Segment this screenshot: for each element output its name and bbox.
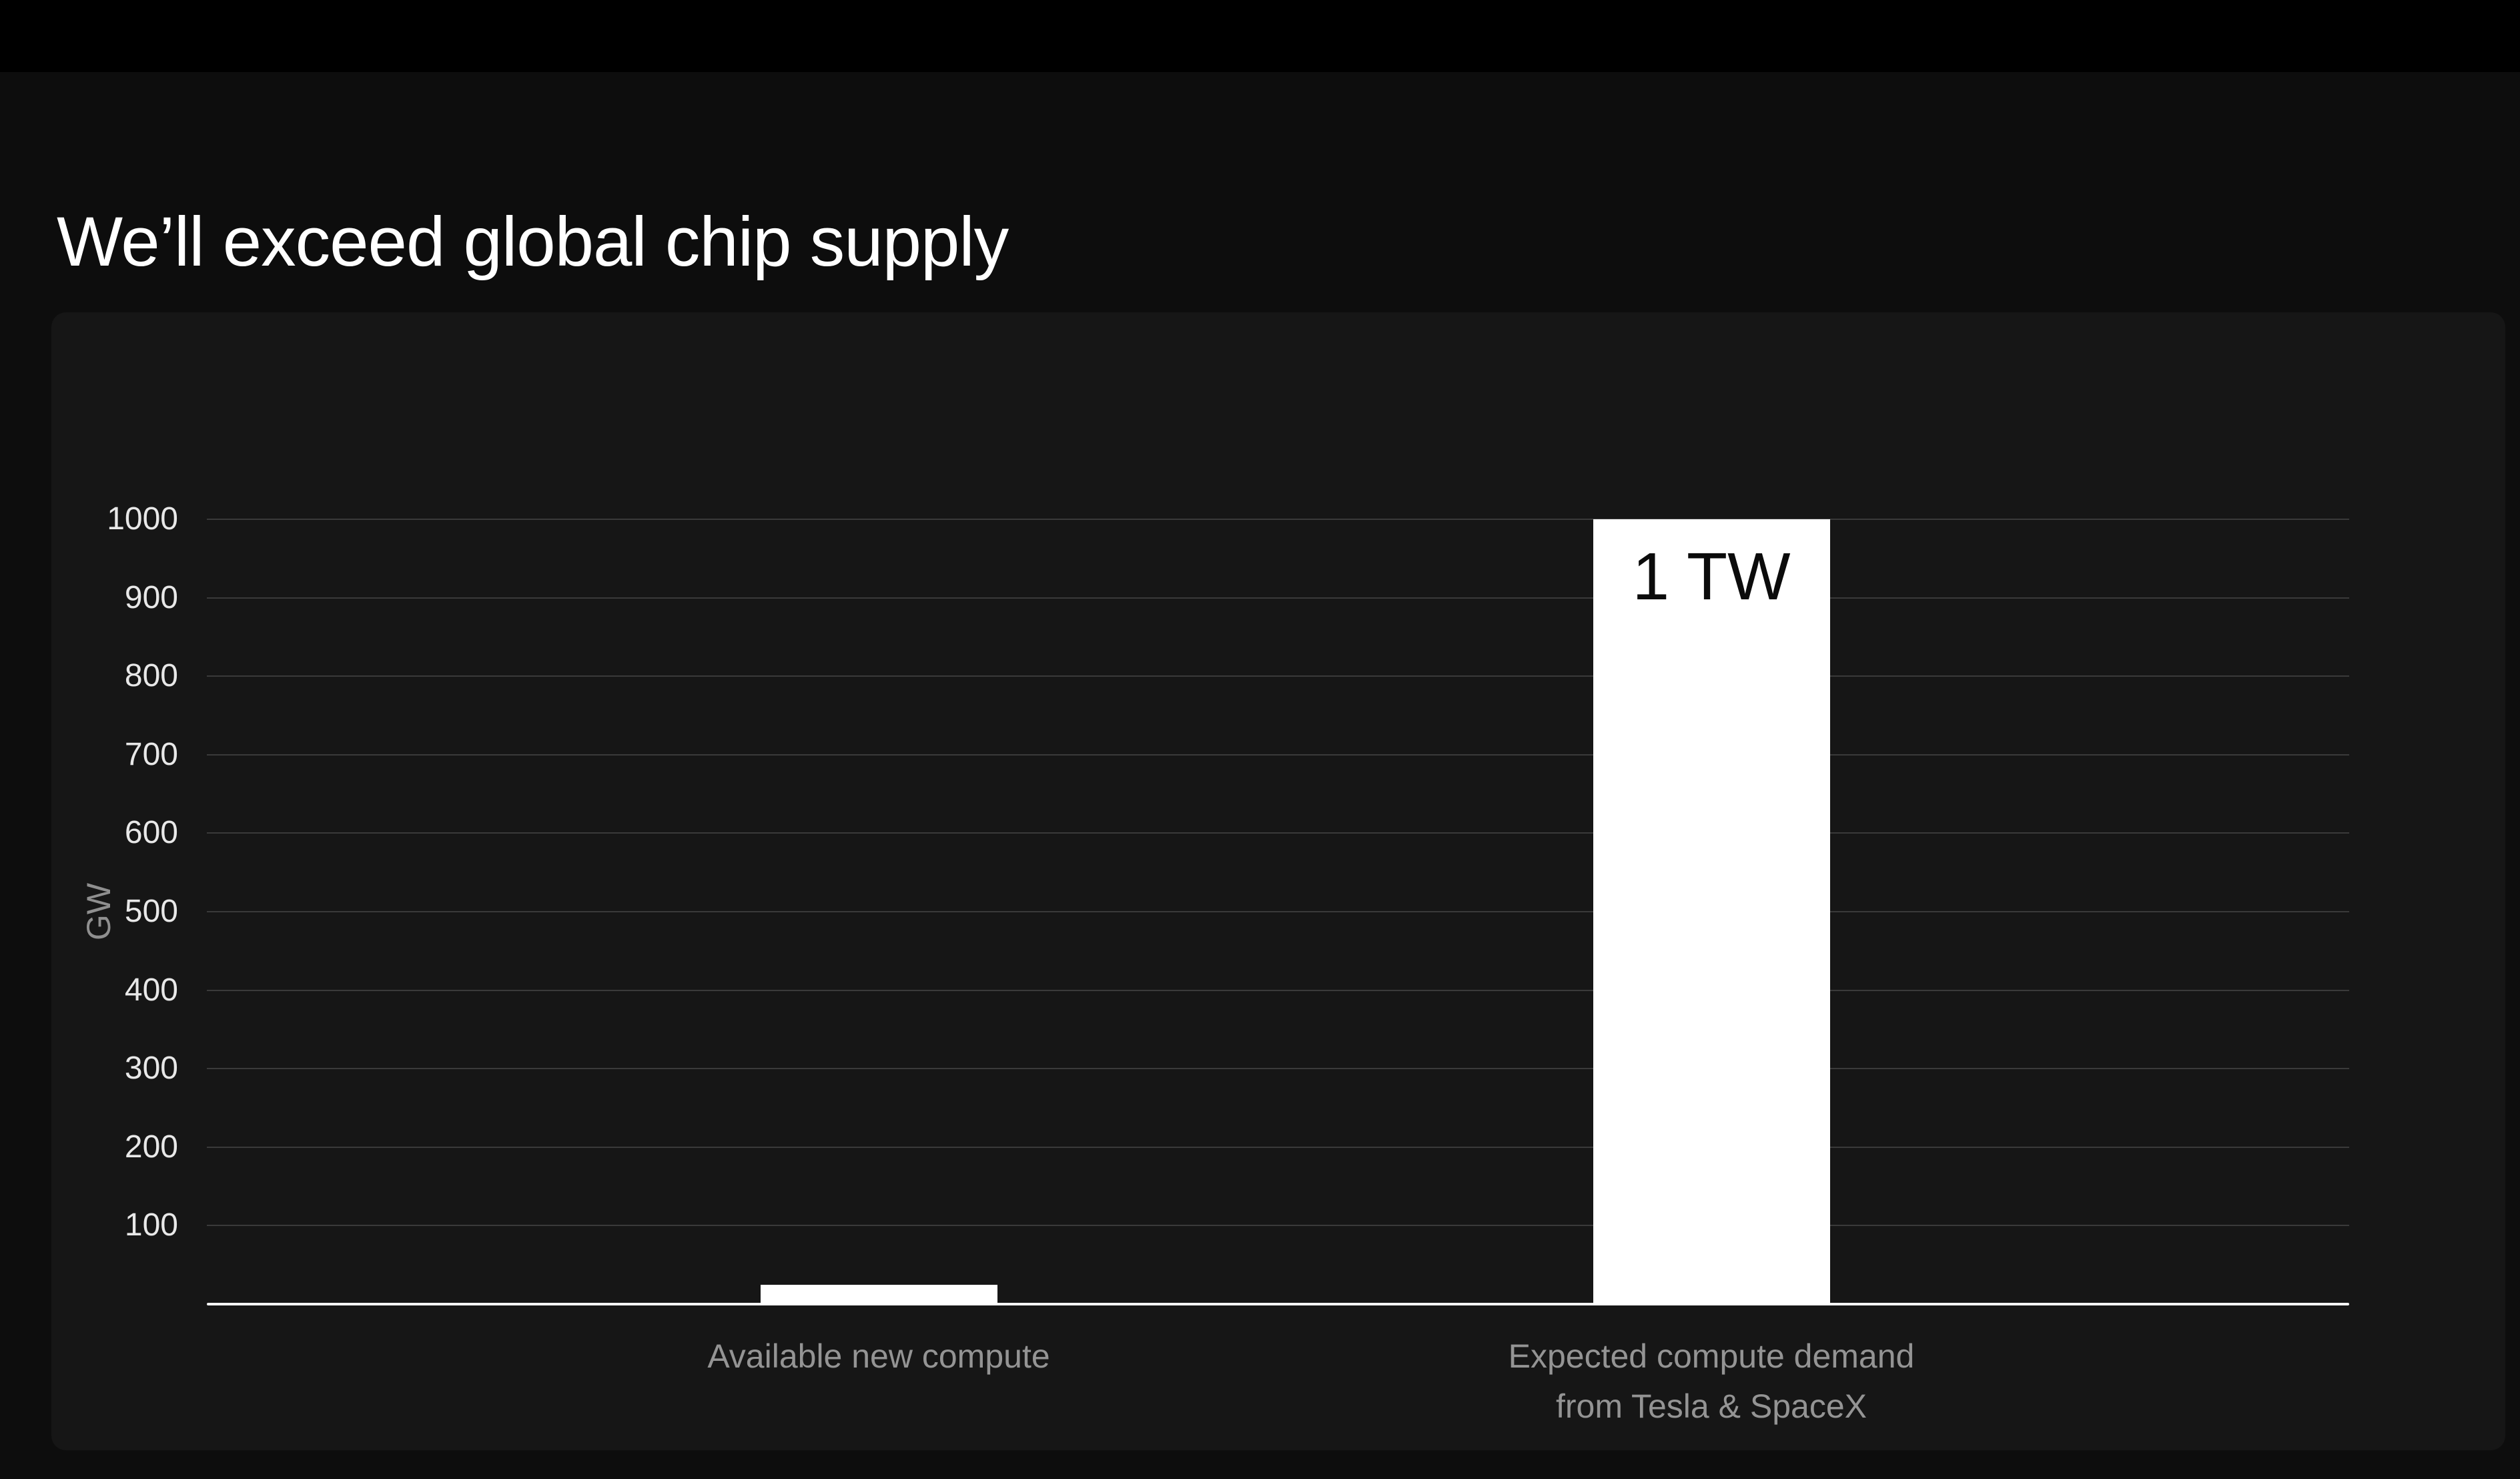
category-label-line: Available new compute (707, 1338, 1050, 1375)
gridline-800 (207, 675, 2349, 677)
y-tick-900: 900 (124, 579, 178, 615)
slide-title: We’ll exceed global chip supply (57, 203, 1009, 282)
category-label-2: Expected compute demand from Tesla & Spac… (1509, 1332, 1915, 1432)
x-axis-line (207, 1303, 2349, 1305)
bar-1 (760, 1285, 997, 1304)
y-tick-300: 300 (124, 1051, 178, 1087)
letterbox-top-bar (0, 0, 2520, 72)
gridline-300 (207, 1068, 2349, 1070)
bar-2: 1 TW (1593, 519, 1830, 1304)
category-label-line: Expected compute demand (1508, 1338, 1915, 1375)
gridline-700 (207, 754, 2349, 756)
gridline-900 (207, 597, 2349, 599)
gridline-600 (207, 832, 2349, 834)
y-tick-500: 500 (124, 894, 178, 929)
chart-card: 100 200 300 400 500 600 700 800 900 1000 GW 1 TW Ava… (51, 312, 2505, 1450)
gridline-100 (207, 1225, 2349, 1227)
category-label-1: Available new compute (707, 1332, 1049, 1382)
category-label-line: from Tesla & SpaceX (1556, 1388, 1867, 1425)
y-tick-400: 400 (124, 972, 178, 1008)
y-tick-600: 600 (124, 815, 178, 851)
gridline-500 (207, 911, 2349, 912)
y-axis-title: GW (80, 882, 117, 941)
y-tick-1000: 1000 (107, 501, 178, 537)
y-tick-200: 200 (124, 1129, 178, 1165)
y-tick-800: 800 (124, 658, 178, 694)
gridline-200 (207, 1146, 2349, 1148)
gridline-400 (207, 989, 2349, 991)
gridline-1000 (207, 519, 2349, 520)
bar-value-label-2: 1 TW (1632, 539, 1791, 614)
y-tick-700: 700 (124, 736, 178, 772)
y-tick-100: 100 (124, 1207, 178, 1243)
